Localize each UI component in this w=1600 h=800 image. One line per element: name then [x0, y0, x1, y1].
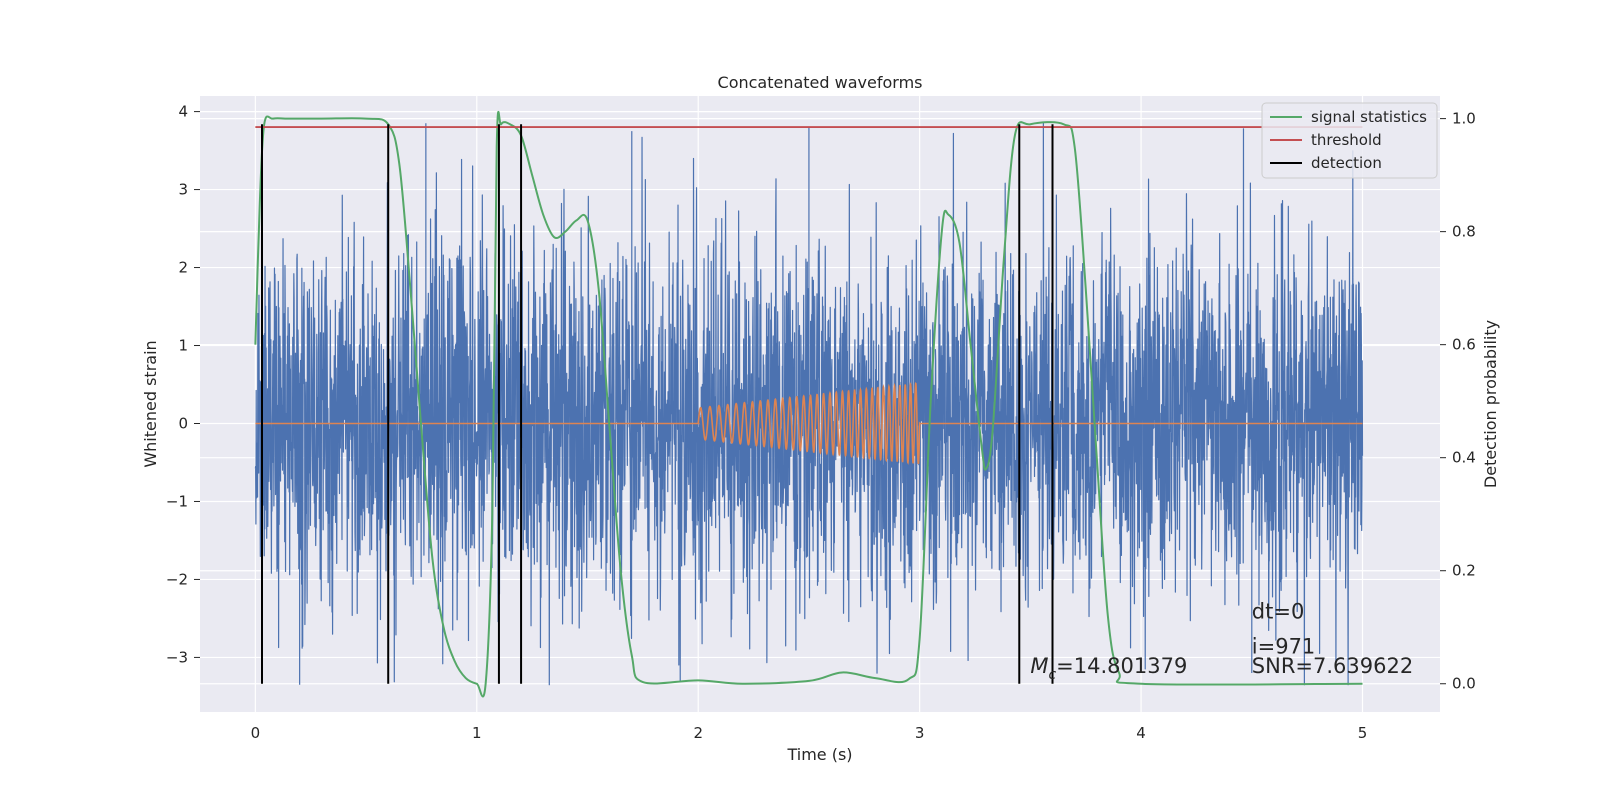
annotation-chirp-mass-value: =14.801379 — [1056, 654, 1187, 678]
y-right-tick-label: 0.2 — [1452, 562, 1476, 580]
y-left-tick-labels: −3 −2 −1 0 1 2 3 4 — [166, 103, 200, 666]
annotation-chirp-mass-subscript: c — [1048, 667, 1056, 683]
x-axis-label: Time (s) — [786, 745, 852, 764]
x-tick-label: 4 — [1136, 724, 1146, 742]
x-tick-label: 5 — [1358, 724, 1368, 742]
detection-lines — [261, 124, 1054, 684]
y-left-tick-label: −3 — [166, 648, 188, 666]
y-left-tick-label: 3 — [178, 181, 188, 199]
y-axis-left-label: Whitened strain — [141, 340, 160, 467]
x-tick-label: 2 — [693, 724, 703, 742]
x-tick-labels: 0 1 2 3 4 5 — [251, 724, 1368, 742]
whitened-strain-series — [254, 122, 1364, 686]
y-right-tick-label: 0.6 — [1452, 336, 1476, 354]
annotation-dt: dt=0 — [1252, 599, 1305, 623]
chart-title: Concatenated waveforms — [718, 73, 923, 92]
annotation-index: i=971 — [1252, 635, 1316, 659]
y-right-tick-label: 0.4 — [1452, 449, 1476, 467]
annotation-snr: SNR=7.639622 — [1252, 654, 1413, 678]
legend-box — [1261, 102, 1438, 179]
y-right-tick-label: 0.8 — [1452, 223, 1476, 241]
x-tick-label: 3 — [915, 724, 925, 742]
y-axis-right-label: Detection probability — [1481, 320, 1500, 488]
y-left-tick-label: 0 — [178, 414, 188, 432]
legend: signal statistics threshold detection — [1261, 102, 1438, 179]
y-right-tick-labels: 0.0 0.2 0.4 0.6 0.8 1.0 — [1440, 110, 1476, 693]
y-right-tick-label: 1.0 — [1452, 110, 1476, 128]
y-left-tick-label: −1 — [166, 492, 188, 510]
y-left-tick-label: 1 — [178, 337, 188, 355]
legend-label-detection: detection — [1311, 154, 1382, 172]
x-tick-label: 1 — [472, 724, 482, 742]
legend-label-signal-statistics: signal statistics — [1311, 108, 1427, 126]
x-tick-label: 0 — [251, 724, 261, 742]
y-left-tick-label: 4 — [178, 103, 188, 121]
y-left-tick-label: −2 — [166, 570, 188, 588]
injected-waveform-series — [255, 382, 1363, 465]
y-left-tick-label: 2 — [178, 259, 188, 277]
legend-label-threshold: threshold — [1311, 131, 1382, 149]
annotation-chirp-mass: Mc=14.801379 — [1030, 654, 1187, 683]
y-right-tick-label: 0.0 — [1452, 675, 1476, 693]
annotation-chirp-mass-symbol: M — [1030, 654, 1048, 678]
signal-statistics-series — [254, 111, 1363, 698]
